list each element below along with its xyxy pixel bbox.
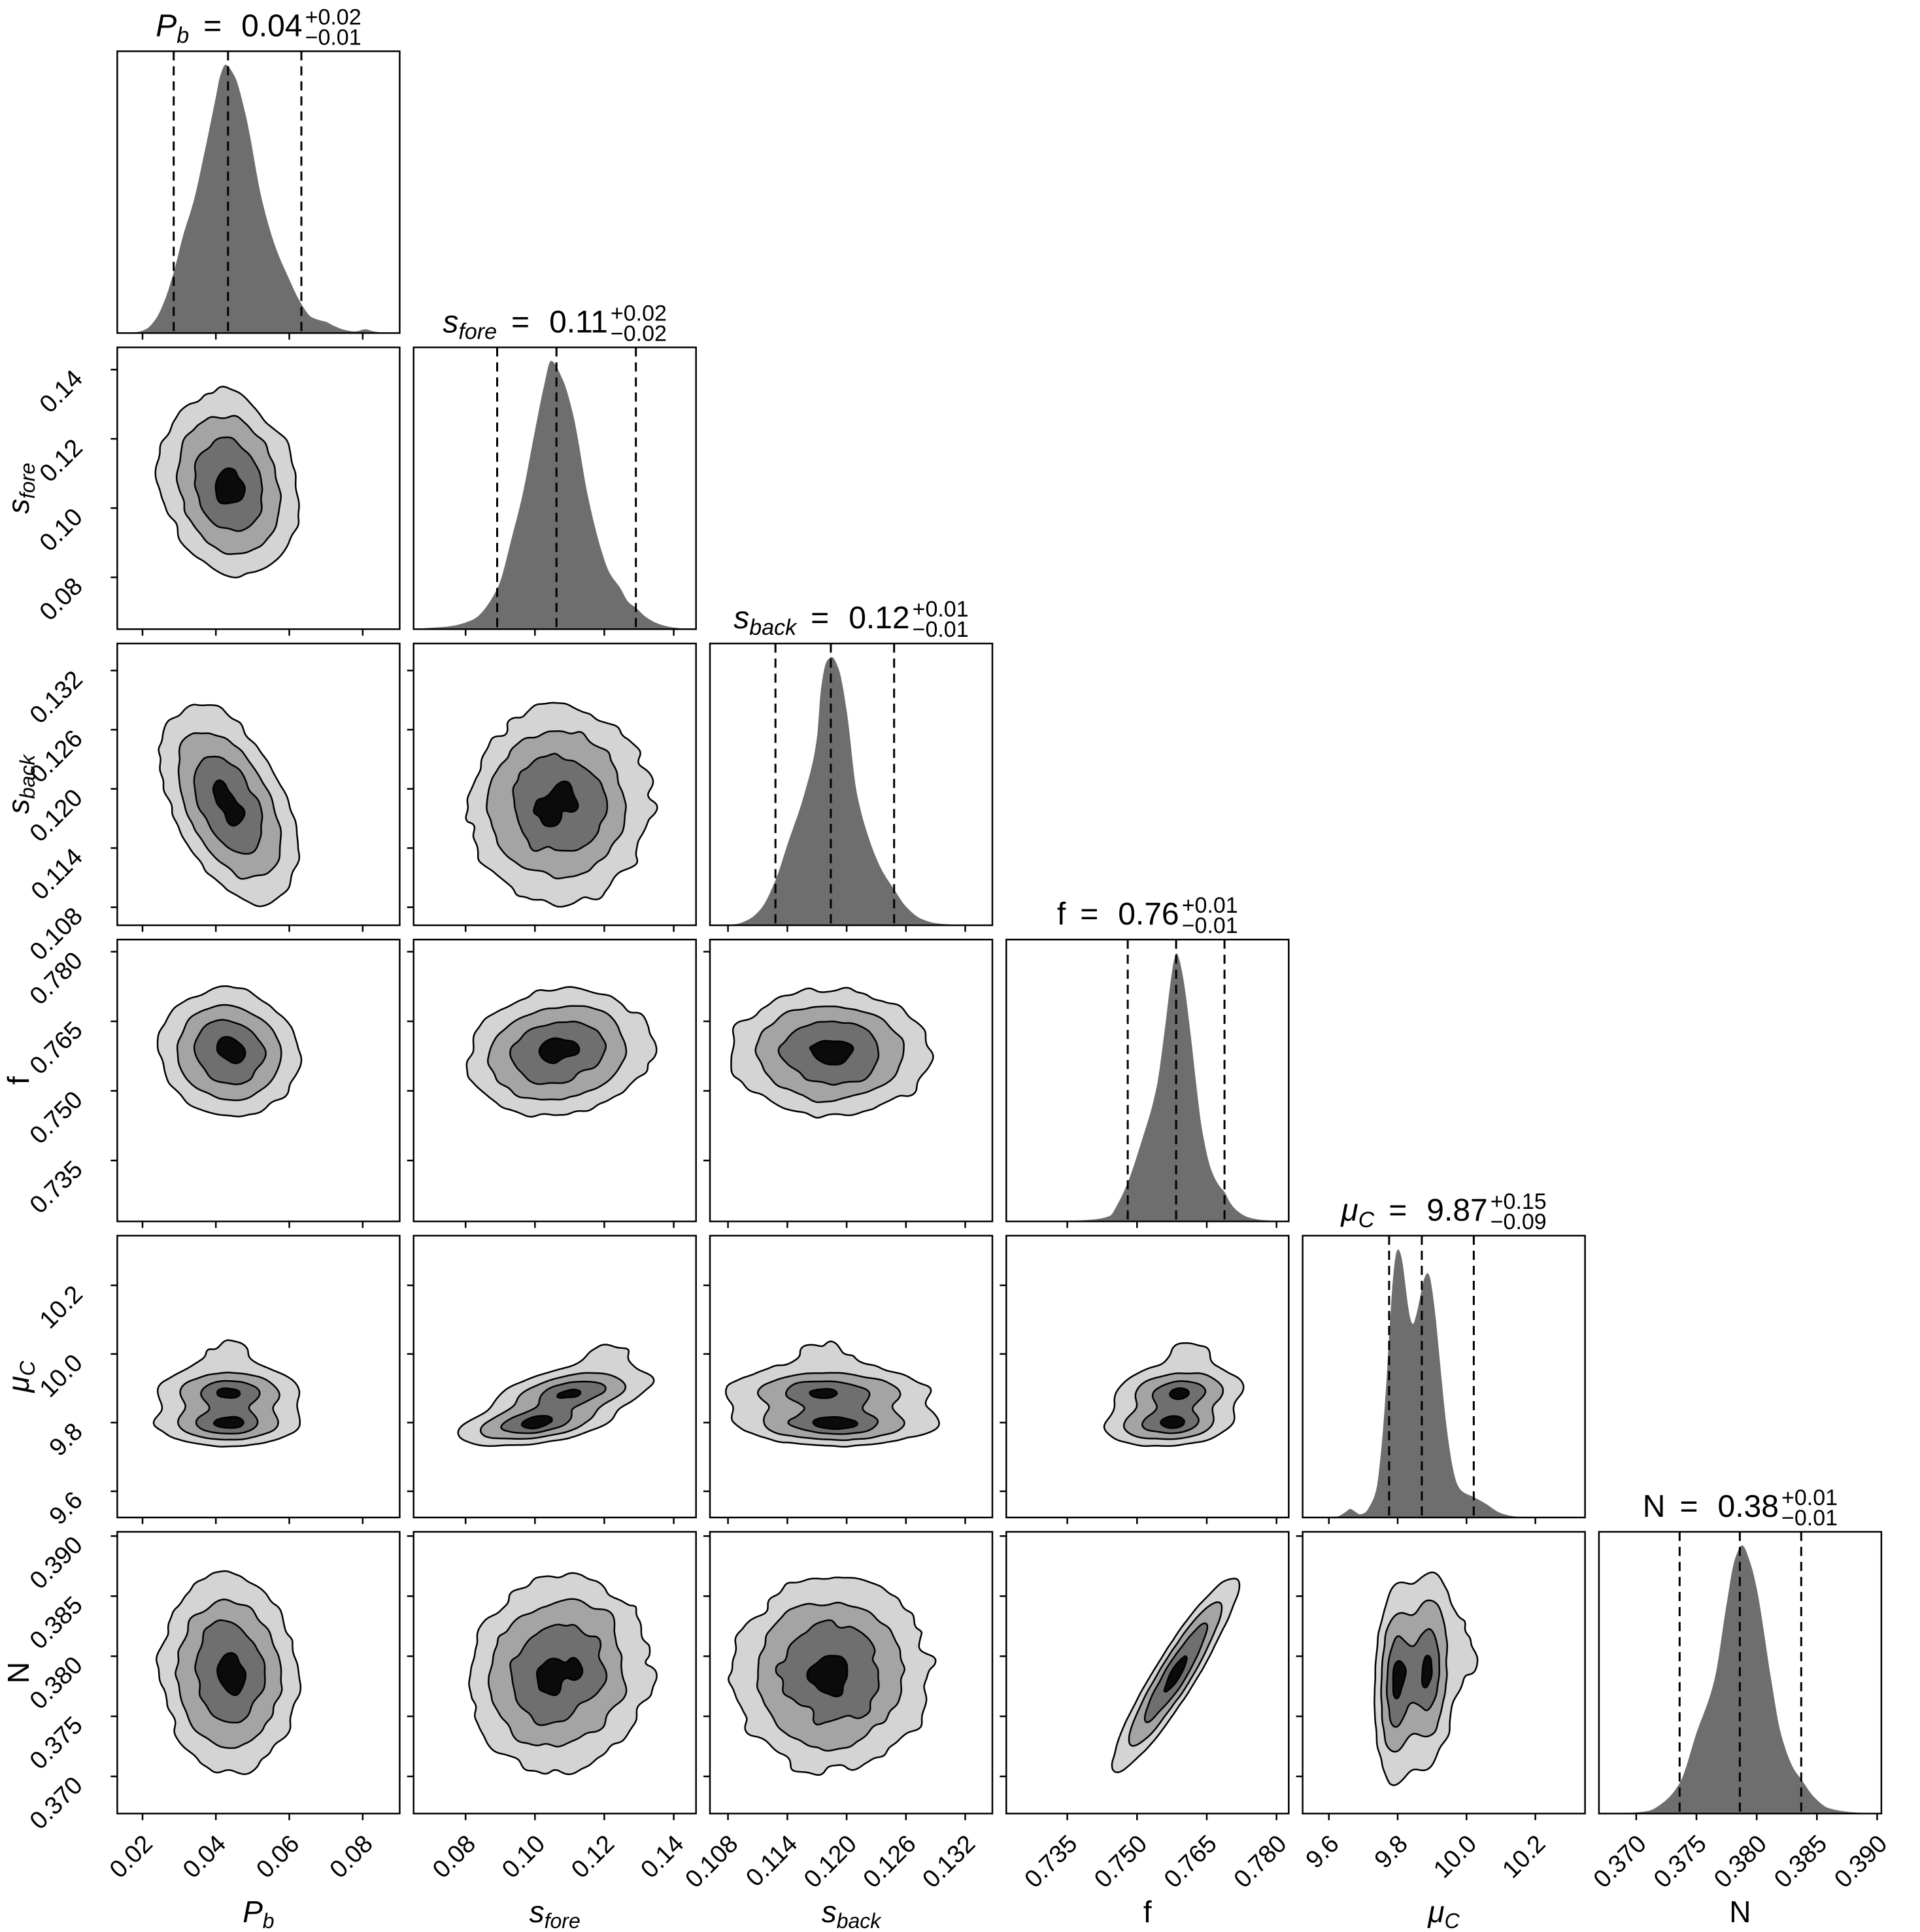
svg-text:=: = bbox=[203, 8, 222, 43]
svg-text:f: f bbox=[1143, 1895, 1152, 1929]
svg-text:μ: μ bbox=[1339, 1193, 1358, 1228]
svg-text:−0.01: −0.01 bbox=[913, 617, 969, 642]
svg-text:P: P bbox=[156, 8, 177, 43]
svg-text:f: f bbox=[1057, 897, 1066, 932]
svg-text:+0.01: +0.01 bbox=[1781, 1485, 1838, 1510]
svg-text:+0.01: +0.01 bbox=[913, 597, 969, 622]
svg-text:back: back bbox=[837, 1909, 883, 1932]
svg-text:s: s bbox=[822, 1895, 837, 1929]
svg-text:s: s bbox=[1, 499, 35, 514]
svg-text:C: C bbox=[1358, 1208, 1375, 1232]
svg-text:b: b bbox=[263, 1909, 275, 1932]
svg-text:=: = bbox=[1389, 1193, 1407, 1228]
svg-text:s: s bbox=[443, 305, 458, 339]
svg-text:9.87: 9.87 bbox=[1426, 1193, 1487, 1228]
svg-text:0.76: 0.76 bbox=[1118, 897, 1179, 932]
svg-text:f: f bbox=[1, 1076, 35, 1085]
svg-text:μ: μ bbox=[1427, 1895, 1444, 1929]
svg-text:fore: fore bbox=[545, 1909, 581, 1932]
svg-text:fore: fore bbox=[16, 463, 39, 499]
svg-text:−0.01: −0.01 bbox=[1781, 1506, 1838, 1531]
svg-text:−0.01: −0.01 bbox=[305, 25, 362, 50]
svg-text:+0.02: +0.02 bbox=[305, 5, 362, 29]
svg-text:=: = bbox=[1680, 1489, 1698, 1524]
svg-text:μ: μ bbox=[1, 1376, 35, 1393]
svg-text:back: back bbox=[16, 753, 39, 799]
svg-text:0.38: 0.38 bbox=[1718, 1489, 1779, 1524]
svg-text:s: s bbox=[733, 601, 749, 636]
svg-text:P: P bbox=[243, 1895, 263, 1929]
svg-text:fore: fore bbox=[458, 319, 497, 344]
svg-text:C: C bbox=[1445, 1909, 1460, 1932]
svg-text:+0.02: +0.02 bbox=[611, 301, 667, 326]
svg-text:C: C bbox=[16, 1361, 39, 1376]
svg-text:=: = bbox=[811, 601, 829, 636]
svg-text:+0.01: +0.01 bbox=[1182, 893, 1238, 918]
svg-text:−0.02: −0.02 bbox=[611, 321, 667, 346]
svg-text:−0.01: −0.01 bbox=[1182, 913, 1238, 938]
svg-text:s: s bbox=[1, 799, 35, 814]
svg-text:N: N bbox=[1643, 1489, 1666, 1524]
svg-text:0.11: 0.11 bbox=[549, 305, 608, 339]
svg-text:N: N bbox=[1, 1662, 35, 1684]
svg-text:b: b bbox=[177, 23, 189, 48]
svg-text:0.12: 0.12 bbox=[849, 601, 909, 636]
svg-text:s: s bbox=[530, 1895, 545, 1929]
svg-text:N: N bbox=[1729, 1895, 1751, 1929]
svg-text:0.04: 0.04 bbox=[241, 8, 302, 43]
svg-text:back: back bbox=[749, 615, 798, 640]
svg-text:=: = bbox=[1080, 897, 1098, 932]
svg-text:−0.09: −0.09 bbox=[1491, 1210, 1547, 1234]
svg-text:+0.15: +0.15 bbox=[1491, 1189, 1547, 1214]
svg-text:=: = bbox=[511, 305, 530, 339]
